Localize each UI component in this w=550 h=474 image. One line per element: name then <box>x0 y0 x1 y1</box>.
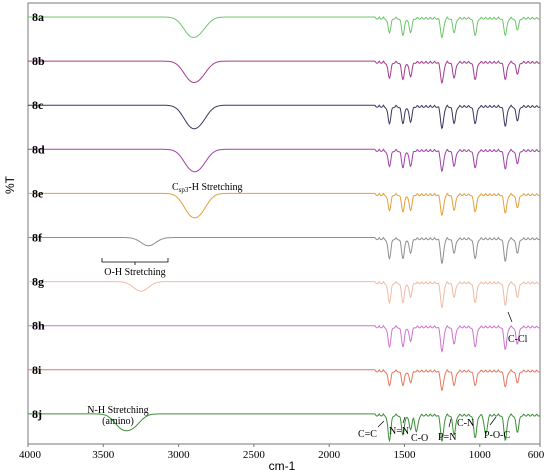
x-tick-label-2000: 2000 <box>318 449 341 461</box>
series-label-8d: 8d <box>32 142 45 156</box>
oh-bracket <box>101 258 169 263</box>
series-label-8g: 8g <box>32 275 44 289</box>
x-tick-label-3500: 3500 <box>92 449 115 461</box>
annotation-oh: O-H Stretching <box>104 267 165 278</box>
series-line-8d <box>28 148 541 173</box>
nn-leader <box>402 416 406 424</box>
annotation-p-o-c: P-O-C <box>484 430 510 441</box>
x-tick-label-4000: 4000 <box>19 449 42 461</box>
plot-frame <box>27 2 541 445</box>
annotation-csp3-sub: sp3 <box>179 186 189 194</box>
series-line-8h <box>28 324 541 353</box>
series-line-8c <box>28 104 541 130</box>
annotation-c-o: C-O <box>411 433 428 444</box>
x-tick-label-1500: 1500 <box>393 449 416 461</box>
annotation-csp3-main: C <box>172 182 179 193</box>
annotation-nh-amino: (amino) <box>102 416 134 427</box>
series-label-8h: 8h <box>32 319 45 333</box>
series-labels: 8a 8b 8c 8d 8e 8f 8g 8h 8i 8j <box>32 10 45 421</box>
series-line-8i <box>28 368 541 392</box>
series-layer <box>28 16 541 443</box>
x-tick-label-1000: 1000 <box>469 449 492 461</box>
x-tick-label-2500: 2500 <box>243 449 266 461</box>
series-label-8a: 8a <box>32 10 44 24</box>
x-axis-title: cm-1 <box>269 459 296 473</box>
annotations: Csp3-H Stretching O-H Stretching N-H Str… <box>87 182 527 444</box>
series-label-8f: 8f <box>32 231 43 245</box>
series-line-8e <box>28 192 541 219</box>
series-label-8i: 8i <box>32 363 42 377</box>
series-label-8j: 8j <box>32 407 42 421</box>
annotation-csp3-rest: -H Stretching <box>188 182 242 193</box>
series-line-8b <box>28 60 541 85</box>
x-tick-label-3000: 3000 <box>168 449 191 461</box>
annotation-csp3-h: Csp3-H Stretching <box>172 182 243 194</box>
cc-leader <box>377 420 385 428</box>
annotation-c-n: C-N <box>457 418 474 429</box>
ccl-leader <box>507 311 513 323</box>
series-line-8g <box>28 280 541 309</box>
series-line-8j <box>28 412 541 443</box>
annotation-p-eq-n: P=N <box>438 432 456 443</box>
x-tick-label-600: 600 <box>528 449 545 461</box>
series-label-8c: 8c <box>32 98 44 112</box>
y-axis-title: %T <box>3 175 17 194</box>
series-line-8f <box>28 236 541 265</box>
annotation-n-eq-n: N=N <box>389 426 409 437</box>
series-label-8e: 8e <box>32 186 44 200</box>
annotation-c-eq-c: C=C <box>358 429 377 440</box>
x-axis-ticks: 4000 3500 3000 2500 2000 1500 1000 600 <box>19 444 545 461</box>
annotation-c-cl: C-Cl <box>508 334 528 345</box>
poc-leader <box>489 416 497 426</box>
series-line-8a <box>28 16 541 39</box>
series-label-8b: 8b <box>32 54 45 68</box>
pn-leader <box>448 418 452 428</box>
annotation-nh: N-H Stretching <box>87 405 148 416</box>
